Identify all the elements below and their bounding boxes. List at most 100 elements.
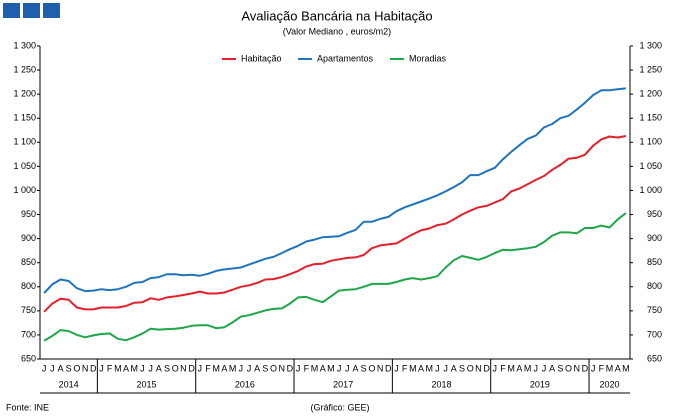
series-line xyxy=(43,212,627,342)
y-tick-label: 800 xyxy=(21,281,36,291)
y2-tick-label: 900 xyxy=(647,233,662,243)
y2-tick-label: 650 xyxy=(647,353,662,363)
year-label: 2017 xyxy=(333,379,353,389)
y-tick-label: 650 xyxy=(21,353,36,363)
year-label: 2018 xyxy=(432,379,452,389)
y-tick-label: 850 xyxy=(21,257,36,267)
x-tick-label: J xyxy=(394,363,399,373)
x-tick-label: J xyxy=(435,363,440,373)
y2-tick-label: 1 150 xyxy=(639,113,662,123)
x-tick-label: A xyxy=(156,363,162,373)
x-tick-label: F xyxy=(599,363,605,373)
y-tick-label: 700 xyxy=(21,329,36,339)
year-label: 2016 xyxy=(235,379,255,389)
x-tick-label: N xyxy=(82,363,89,373)
y2-tick-label: 1 250 xyxy=(639,64,662,74)
x-tick-label: D xyxy=(483,363,490,373)
credit: (Gráfico: GEE) xyxy=(310,402,369,412)
y-tick-label: 950 xyxy=(21,209,36,219)
series-line xyxy=(43,87,627,294)
x-tick-label: M xyxy=(622,363,630,373)
y2-tick-label: 750 xyxy=(647,305,662,315)
x-tick-label: D xyxy=(90,363,97,373)
x-tick-label: M xyxy=(130,363,138,373)
x-tick-label: J xyxy=(42,363,47,373)
x-tick-label: A xyxy=(57,363,63,373)
y-tick-label: 1 000 xyxy=(13,185,36,195)
x-tick-label: D xyxy=(582,363,589,373)
logo-block xyxy=(23,3,40,18)
x-tick-label: N xyxy=(180,363,187,373)
x-tick-label: D xyxy=(385,363,392,373)
x-tick-label: M xyxy=(114,363,122,373)
x-tick-label: D xyxy=(188,363,195,373)
x-tick-label: F xyxy=(304,363,310,373)
x-tick-label: M xyxy=(507,363,515,373)
x-tick-label: F xyxy=(107,363,113,373)
y-tick-label: 1 250 xyxy=(13,64,36,74)
x-tick-label: J xyxy=(493,363,498,373)
y2-tick-label: 950 xyxy=(647,209,662,219)
x-tick-label: J xyxy=(239,363,244,373)
y2-tick-label: 850 xyxy=(647,257,662,267)
y-tick-label: 1 050 xyxy=(13,161,36,171)
x-tick-label: O xyxy=(73,363,80,373)
y2-tick-label: 800 xyxy=(647,281,662,291)
x-tick-label: J xyxy=(443,363,448,373)
y2-tick-label: 1 000 xyxy=(639,185,662,195)
x-tick-label: N xyxy=(278,363,285,373)
x-tick-label: A xyxy=(123,363,129,373)
x-tick-label: O xyxy=(565,363,572,373)
y2-tick-label: 1 300 xyxy=(639,40,662,50)
x-tick-label: S xyxy=(66,363,72,373)
x-tick-label: A xyxy=(320,363,326,373)
y-tick-label: 1 200 xyxy=(13,89,36,99)
x-tick-label: S xyxy=(361,363,367,373)
x-tick-label: J xyxy=(534,363,539,373)
year-label: 2015 xyxy=(137,379,157,389)
x-tick-label: M xyxy=(212,363,220,373)
x-tick-label: O xyxy=(368,363,375,373)
x-tick-label: A xyxy=(254,363,260,373)
source: Fonte: INE xyxy=(6,402,49,412)
x-tick-label: A xyxy=(418,363,424,373)
x-tick-label: M xyxy=(409,363,417,373)
x-tick-label: S xyxy=(557,363,563,373)
x-tick-label: M xyxy=(425,363,433,373)
x-tick-label: J xyxy=(50,363,55,373)
x-tick-label: J xyxy=(337,363,342,373)
x-tick-label: N xyxy=(573,363,580,373)
chart-subtitle: (Valor Mediano , euros/m2) xyxy=(283,26,391,36)
x-tick-label: A xyxy=(451,363,457,373)
x-tick-label: N xyxy=(475,363,482,373)
x-tick-label: J xyxy=(296,363,301,373)
series-line xyxy=(43,135,627,313)
x-tick-label: J xyxy=(345,363,350,373)
x-tick-label: M xyxy=(327,363,335,373)
y-tick-label: 900 xyxy=(21,233,36,243)
year-label: 2020 xyxy=(599,379,619,389)
logo-block xyxy=(43,3,60,18)
year-label: 2019 xyxy=(530,379,550,389)
x-tick-label: D xyxy=(287,363,294,373)
x-tick-label: N xyxy=(377,363,384,373)
x-tick-label: M xyxy=(229,363,237,373)
y2-tick-label: 1 050 xyxy=(639,161,662,171)
y-tick-label: 1 150 xyxy=(13,113,36,123)
x-tick-label: F xyxy=(500,363,506,373)
x-tick-label: J xyxy=(542,363,547,373)
legend-label: Habitação xyxy=(241,53,282,63)
chart-title: Avaliação Bancária na Habitação xyxy=(241,8,432,23)
x-tick-label: M xyxy=(311,363,319,373)
x-tick-label: A xyxy=(549,363,555,373)
x-tick-label: O xyxy=(172,363,179,373)
x-tick-label: O xyxy=(270,363,277,373)
x-tick-label: J xyxy=(247,363,252,373)
x-tick-label: M xyxy=(524,363,532,373)
legend-label: Moradias xyxy=(409,53,447,63)
y2-tick-label: 700 xyxy=(647,329,662,339)
y-tick-label: 1 100 xyxy=(13,137,36,147)
x-tick-label: J xyxy=(148,363,153,373)
x-tick-label: O xyxy=(467,363,474,373)
x-tick-label: F xyxy=(205,363,211,373)
